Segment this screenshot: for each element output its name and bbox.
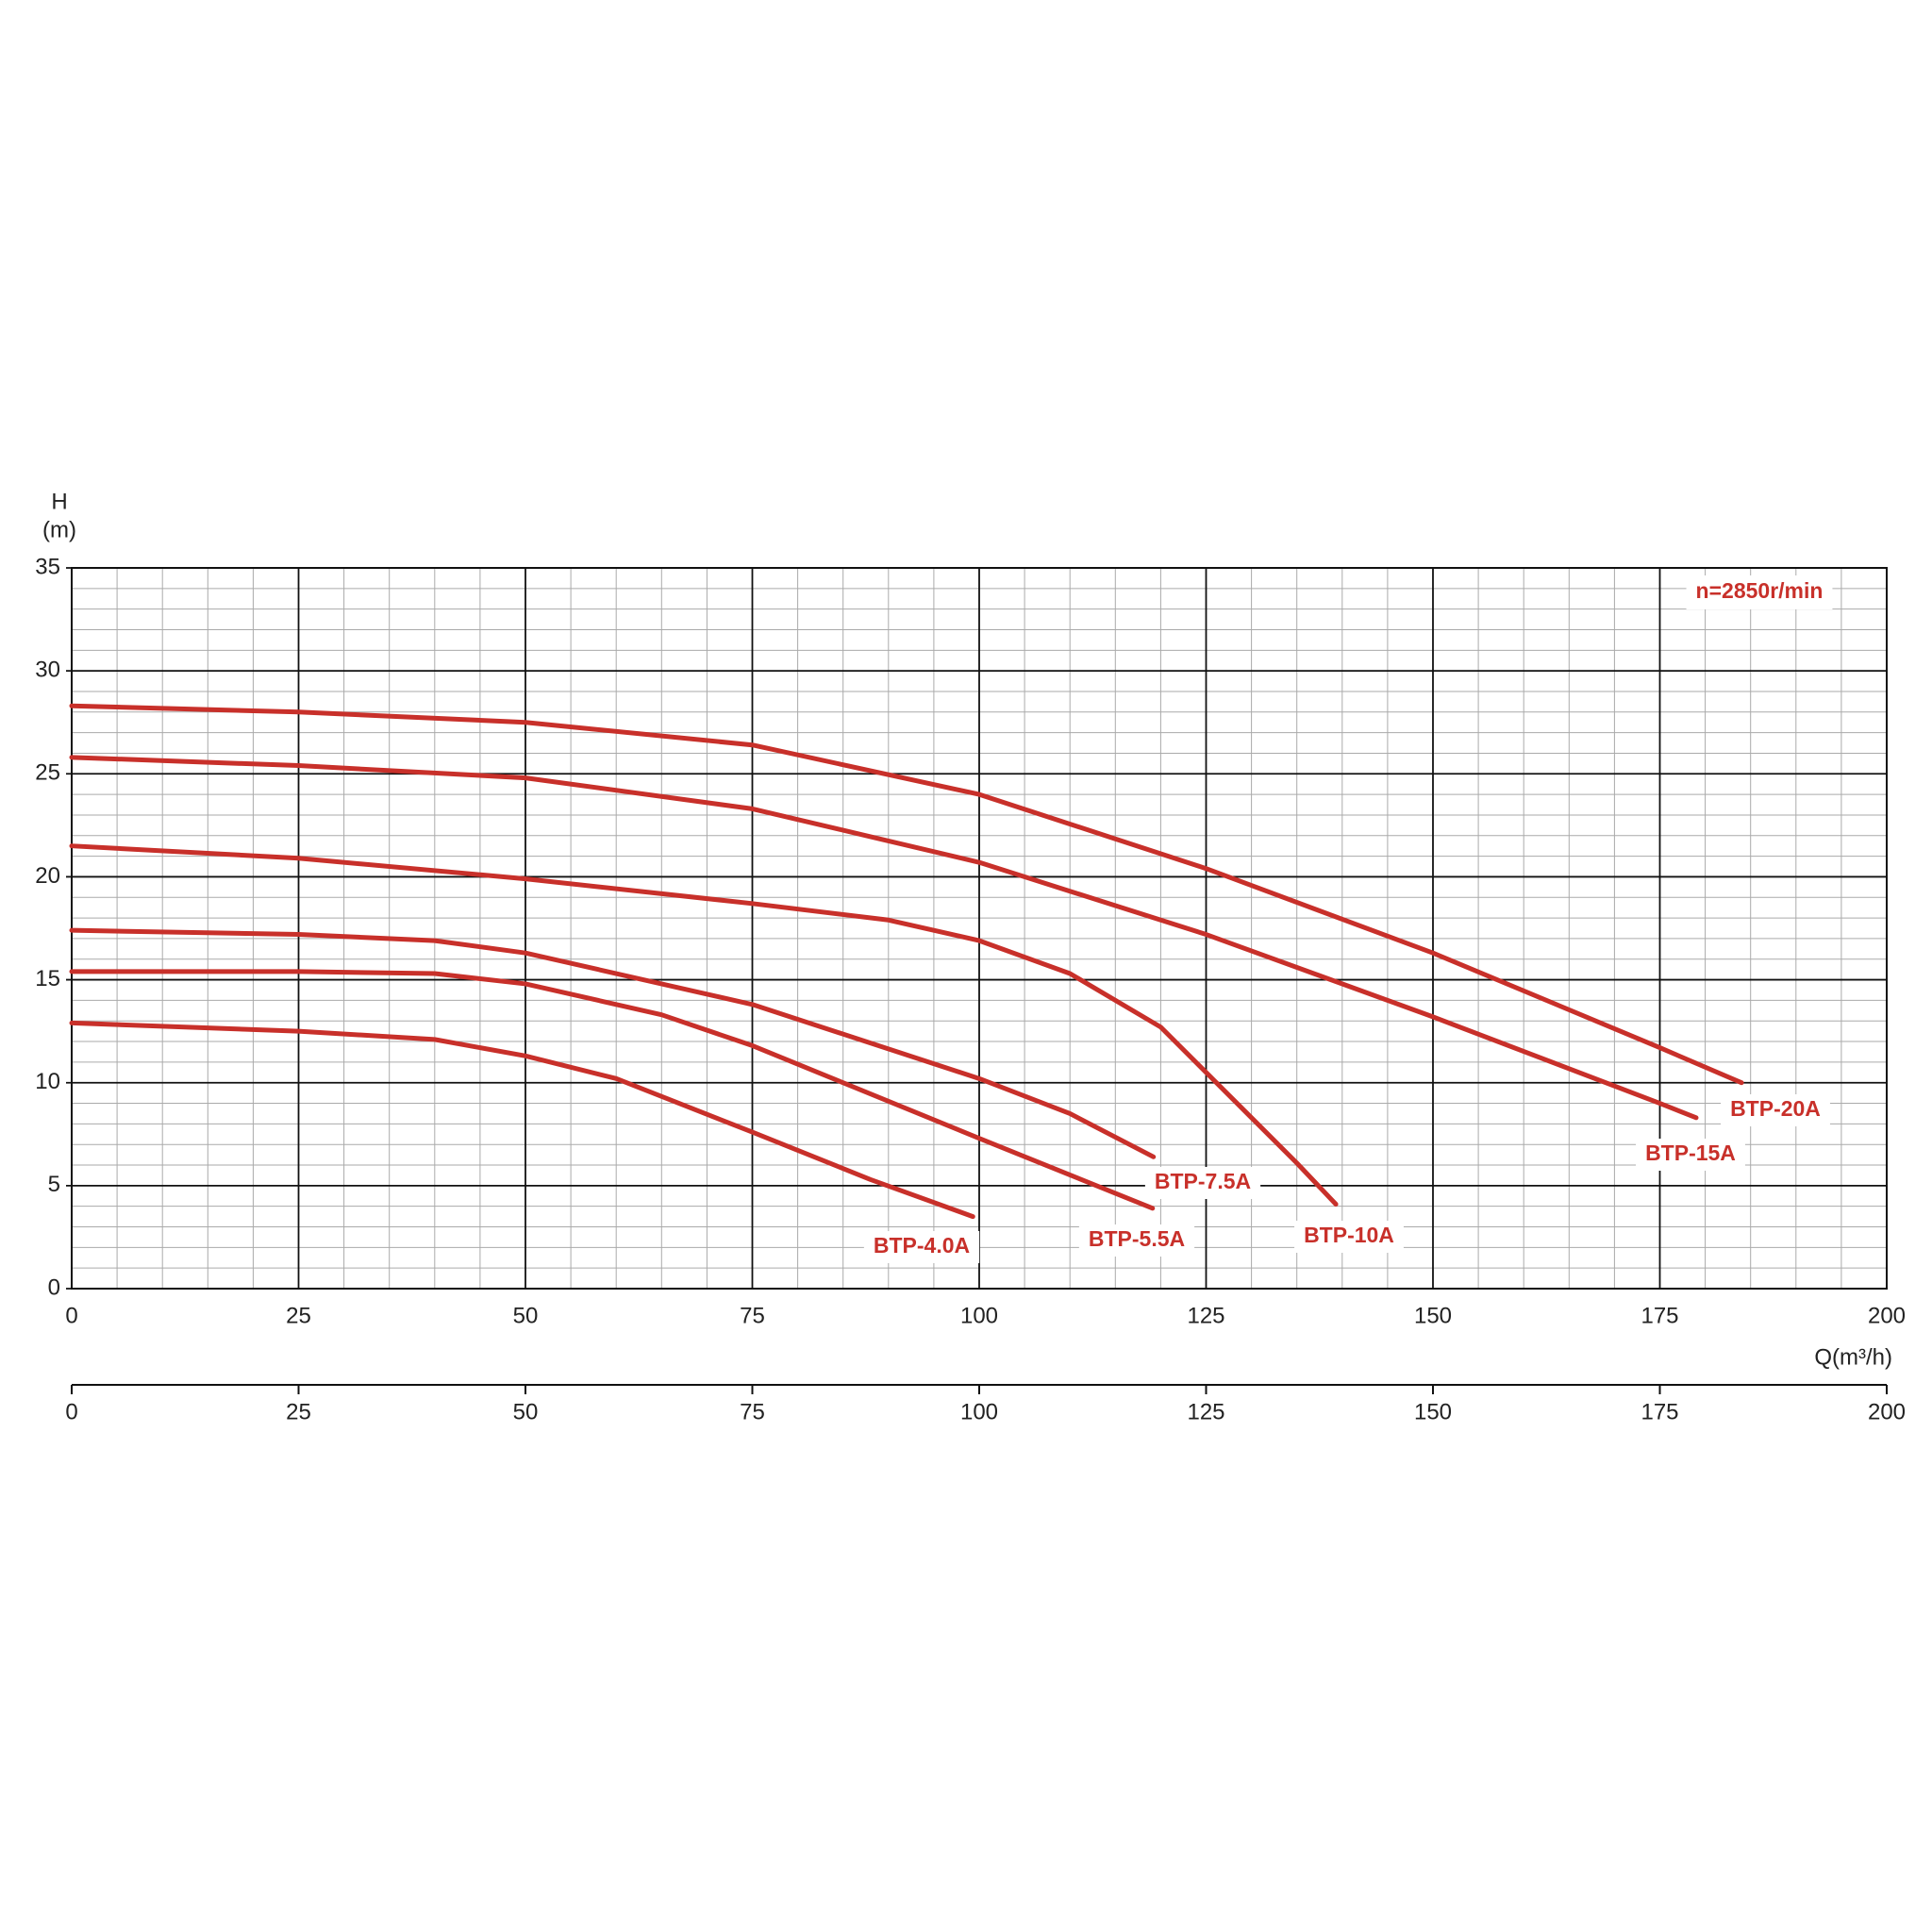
label-background xyxy=(1144,1167,1261,1199)
x-tick-label: 150 xyxy=(1414,1303,1452,1328)
label-background xyxy=(1636,1139,1745,1171)
curve xyxy=(69,703,1744,1086)
x2-tick-label: 200 xyxy=(1868,1399,1906,1424)
y-tick-label: 20 xyxy=(35,863,60,889)
x-tick-label: 125 xyxy=(1187,1303,1224,1328)
y-tick-label: 15 xyxy=(35,966,60,991)
x2-tick-label: 100 xyxy=(960,1399,998,1424)
x-tick-label: 75 xyxy=(740,1303,765,1328)
label-background xyxy=(1078,1224,1195,1257)
x-tick-label: 175 xyxy=(1641,1303,1678,1328)
x2-tick-label: 25 xyxy=(286,1399,311,1424)
series-label: BTP-15A xyxy=(1645,1141,1736,1165)
x2-tick-label: 175 xyxy=(1641,1399,1678,1424)
y-axis-unit: (m) xyxy=(42,517,76,542)
label-background xyxy=(1721,1094,1830,1126)
x-tick-label: 50 xyxy=(513,1303,539,1328)
y-tick-label: 35 xyxy=(35,554,60,579)
x2-tick-label: 50 xyxy=(513,1399,539,1424)
curve xyxy=(69,969,1156,1211)
annotation-background xyxy=(1686,575,1833,609)
curve xyxy=(69,755,1699,1121)
annotation: n=2850r/min xyxy=(1696,578,1824,603)
y-tick-label: 30 xyxy=(35,657,60,682)
x2-tick-label: 125 xyxy=(1187,1399,1224,1424)
x-tick-label: 100 xyxy=(960,1303,998,1328)
label-background xyxy=(1294,1221,1404,1253)
x-axis-label: Q(m³/h) xyxy=(1814,1344,1892,1370)
series-label: BTP-4.0A xyxy=(874,1233,970,1257)
y-tick-label: 25 xyxy=(35,760,60,786)
curve xyxy=(69,1020,975,1220)
series-label: BTP-5.5A xyxy=(1089,1226,1185,1251)
y-tick-label: 0 xyxy=(48,1274,60,1300)
curve xyxy=(69,927,1157,1159)
y-tick-label: 10 xyxy=(35,1069,60,1094)
y-tick-label: 5 xyxy=(48,1172,60,1197)
x2-tick-label: 150 xyxy=(1414,1399,1452,1424)
x2-tick-label: 75 xyxy=(740,1399,765,1424)
y-axis-label: H xyxy=(51,489,67,514)
label-background xyxy=(863,1231,980,1263)
x2-tick-label: 0 xyxy=(65,1399,77,1424)
series-label: BTP-20A xyxy=(1730,1096,1821,1121)
x-tick-label: 200 xyxy=(1868,1303,1906,1328)
series-label: BTP-7.5A xyxy=(1155,1169,1251,1193)
x-tick-label: 25 xyxy=(286,1303,311,1328)
x-tick-label: 0 xyxy=(65,1303,77,1328)
series-label: BTP-10A xyxy=(1304,1223,1394,1247)
curve xyxy=(69,843,1339,1208)
